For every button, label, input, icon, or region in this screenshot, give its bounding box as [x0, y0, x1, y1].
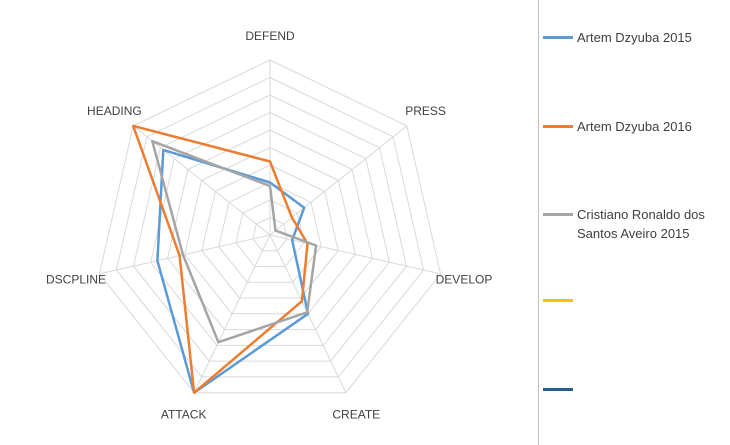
axis-spoke: [193, 234, 271, 393]
axis-spoke: [269, 234, 441, 275]
legend-swatch-1: [543, 36, 573, 39]
radar-chart: DEFEND PRESS DEVELOP CREATE ATTACK DSCPLINE HE…: [46, 29, 493, 421]
legend-entry-2: Artem Dzyuba 2016: [541, 117, 726, 136]
legend-label-2: Artem Dzyuba 2016: [577, 119, 692, 134]
radar-svg: DEFEND PRESS DEVELOP CREATE ATTACK DSCPLINE HE…: [46, 29, 493, 421]
axis-spoke: [132, 125, 271, 236]
axis-label-heading: HEADING: [87, 104, 142, 118]
series-line-1: [156, 148, 310, 394]
grid-ring: [184, 146, 356, 315]
series-line-3: [151, 139, 318, 344]
axis-label-press: PRESS: [405, 104, 446, 118]
axis-label-create: CREATE: [332, 407, 380, 421]
grid-ring: [150, 111, 390, 346]
legend-label-1: Artem Dzyuba 2015: [577, 30, 692, 45]
axis-label-develop: DEVELOP: [436, 272, 493, 286]
legend-divider: [538, 0, 539, 445]
legend-swatch-4: [543, 299, 573, 302]
legend-entry-4: [541, 291, 726, 302]
grid-ring: [115, 76, 425, 378]
legend-entry-3: Cristiano Ronaldo dos Santos Aveiro 2015: [541, 205, 726, 243]
legend-swatch-2: [543, 125, 573, 128]
legend-entry-1: Artem Dzyuba 2015: [541, 28, 726, 47]
grid-ring: [201, 164, 339, 299]
legend: Artem Dzyuba 2015 Artem Dzyuba 2016 Cristi…: [541, 0, 730, 445]
grid-ring: [132, 94, 408, 362]
legend-entry-5: [541, 380, 726, 391]
legend-swatch-3: [543, 213, 573, 216]
grid-ring: [218, 181, 322, 283]
axis-label-attack: ATTACK: [161, 407, 207, 421]
series-line-2: [131, 124, 309, 394]
legend-swatch-5: [543, 388, 573, 391]
axis-spoke: [269, 125, 408, 236]
axis-label-dscpline: DSCPLINE: [46, 272, 106, 286]
axis-label-defend: DEFEND: [245, 29, 295, 43]
legend-label-3: Cristiano Ronaldo dos Santos Aveiro 2015: [577, 207, 705, 241]
axis-spoke: [99, 234, 271, 275]
grid-ring: [235, 199, 305, 267]
grid-ring: [252, 216, 288, 252]
grid-ring: [98, 59, 442, 394]
